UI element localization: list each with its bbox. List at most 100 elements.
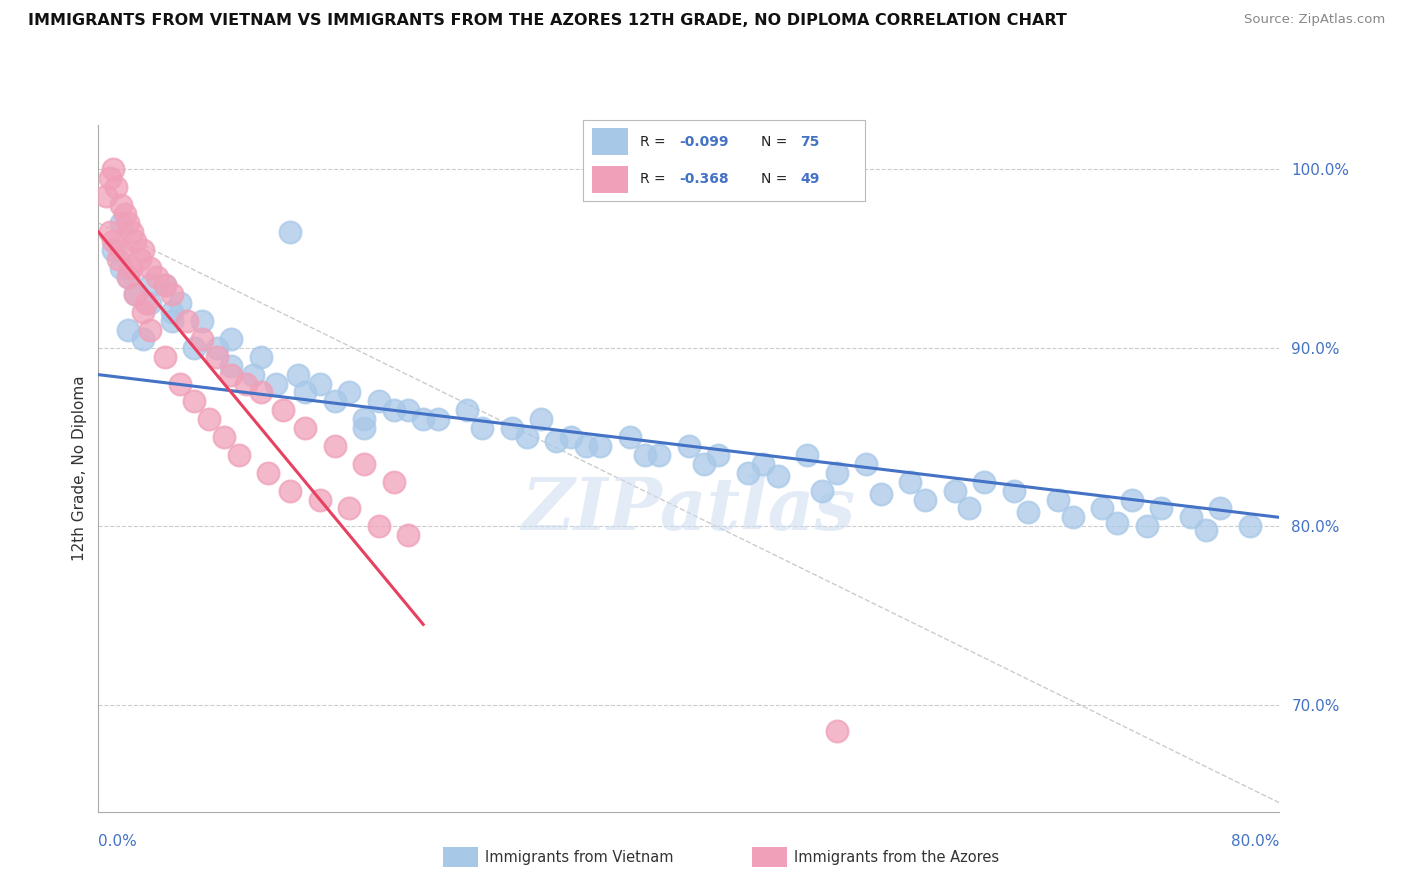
Point <box>751 457 773 471</box>
Point <box>146 269 169 284</box>
Point <box>1062 510 1084 524</box>
Point <box>294 385 316 400</box>
Point <box>337 501 360 516</box>
Bar <box>592 166 628 193</box>
Point <box>250 385 273 400</box>
Point <box>1105 516 1128 530</box>
Point <box>169 296 191 310</box>
Text: 80.0%: 80.0% <box>1232 834 1279 849</box>
Point <box>191 314 214 328</box>
Point <box>242 368 264 382</box>
Point <box>427 412 450 426</box>
Point <box>120 260 142 275</box>
Point <box>205 350 228 364</box>
Point <box>368 519 391 533</box>
Point <box>1209 501 1232 516</box>
Point <box>516 430 538 444</box>
Point <box>132 305 155 319</box>
Point <box>219 368 243 382</box>
Text: 49: 49 <box>800 172 820 186</box>
Point <box>900 475 922 489</box>
Point <box>412 412 434 426</box>
Point <box>162 314 183 328</box>
Point <box>162 287 183 301</box>
Point <box>124 287 146 301</box>
Text: N =: N = <box>761 135 792 149</box>
Point <box>264 376 287 391</box>
Point <box>796 448 818 462</box>
Point <box>766 469 789 483</box>
Point <box>382 475 405 489</box>
Point <box>107 252 129 266</box>
Point <box>103 162 125 177</box>
Point <box>1002 483 1025 498</box>
Point <box>914 492 936 507</box>
Point <box>124 234 146 248</box>
Point <box>353 412 375 426</box>
Text: Source: ZipAtlas.com: Source: ZipAtlas.com <box>1244 13 1385 27</box>
Text: 0.0%: 0.0% <box>98 834 138 849</box>
Point <box>1195 523 1218 537</box>
Point <box>396 403 419 417</box>
Point <box>825 466 848 480</box>
Point <box>110 198 132 212</box>
Point <box>205 341 228 355</box>
Point <box>110 260 132 275</box>
Point <box>382 403 405 417</box>
Point <box>153 350 176 364</box>
Point <box>396 528 419 542</box>
Point <box>1239 519 1261 533</box>
Point <box>176 314 198 328</box>
Point <box>323 439 346 453</box>
Point <box>169 376 191 391</box>
Point <box>530 412 553 426</box>
Point <box>1135 519 1157 533</box>
Point <box>1121 492 1143 507</box>
Point <box>737 466 759 480</box>
Point <box>257 466 280 480</box>
Point <box>707 448 730 462</box>
Point <box>117 323 139 337</box>
Point <box>132 243 155 257</box>
Point <box>501 421 523 435</box>
Point <box>278 483 302 498</box>
Point <box>110 216 132 230</box>
Point <box>117 269 139 284</box>
Point <box>589 439 612 453</box>
Point <box>648 448 671 462</box>
Text: Immigrants from Vietnam: Immigrants from Vietnam <box>485 850 673 864</box>
Point <box>153 278 176 293</box>
Point <box>1017 505 1039 519</box>
Point <box>309 376 332 391</box>
Point <box>117 269 139 284</box>
Text: -0.368: -0.368 <box>679 172 728 186</box>
Point <box>228 448 250 462</box>
Point <box>869 487 891 501</box>
Point <box>337 385 360 400</box>
Point <box>294 421 316 435</box>
Point <box>212 430 235 444</box>
Point <box>574 439 596 453</box>
Point <box>124 287 146 301</box>
Point <box>619 430 641 444</box>
Point <box>103 234 125 248</box>
Point <box>235 376 257 391</box>
Point <box>94 189 117 203</box>
Point <box>323 394 346 409</box>
Point <box>471 421 494 435</box>
Point <box>560 430 582 444</box>
Point <box>959 501 981 516</box>
Point <box>693 457 716 471</box>
Point <box>271 403 294 417</box>
Point <box>135 296 157 310</box>
Point <box>110 243 132 257</box>
Text: 75: 75 <box>800 135 820 149</box>
Point <box>105 180 128 194</box>
Point <box>287 368 309 382</box>
Point <box>855 457 877 471</box>
Point <box>98 225 121 239</box>
Text: Immigrants from the Azores: Immigrants from the Azores <box>794 850 1000 864</box>
Point <box>121 225 143 239</box>
Text: IMMIGRANTS FROM VIETNAM VS IMMIGRANTS FROM THE AZORES 12TH GRADE, NO DIPLOMA COR: IMMIGRANTS FROM VIETNAM VS IMMIGRANTS FR… <box>28 13 1067 29</box>
Point <box>353 421 375 435</box>
